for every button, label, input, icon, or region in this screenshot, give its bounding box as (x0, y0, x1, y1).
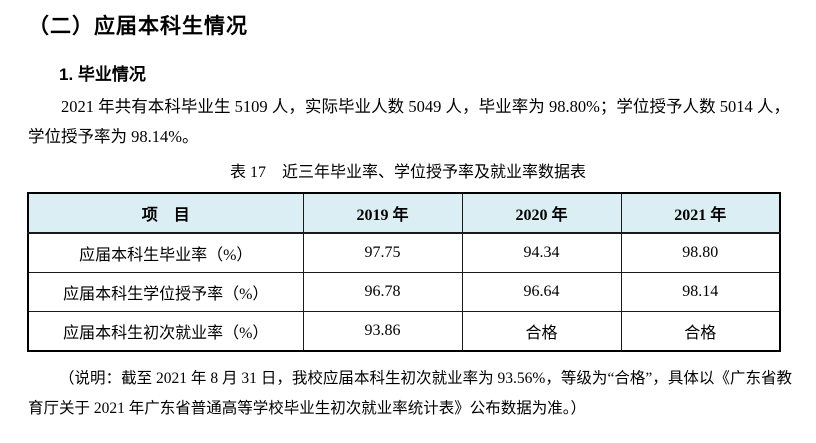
table-row-degree-rate: 应届本科生学位授予率（%） 96.78 96.64 98.14 (27, 272, 781, 312)
table-row-graduation-rate: 应届本科生毕业率（%） 97.75 94.34 98.80 (27, 232, 781, 273)
cell-value: 合格 (620, 311, 781, 352)
cell-value: 94.34 (461, 232, 622, 273)
cell-value: 98.14 (620, 272, 781, 312)
table-header-row: 项 目 2019 年 2020 年 2021 年 (27, 192, 781, 234)
header-cell-2020: 2020 年 (461, 192, 622, 234)
cell-value: 93.86 (302, 311, 463, 352)
header-cell-2021: 2021 年 (620, 192, 781, 234)
sub-section-title: 1. 毕业情况 (59, 65, 146, 84)
cell-value: 合格 (461, 311, 622, 352)
header-cell-2019: 2019 年 (302, 192, 463, 234)
body-paragraph: 2021 年共有本科毕业生 5109 人，实际毕业人数 5049 人，毕业率为 … (28, 97, 790, 146)
cell-value: 97.75 (302, 232, 463, 273)
header-cell-item: 项 目 (27, 192, 304, 234)
cell-value: 96.78 (302, 272, 463, 312)
row-label: 应届本科生毕业率（%） (27, 232, 304, 273)
table-caption: 表 17 近三年毕业率、学位授予率及就业率数据表 (229, 164, 586, 181)
cell-value: 98.80 (620, 232, 781, 273)
cell-value: 96.64 (461, 272, 622, 312)
row-label: 应届本科生初次就业率（%） (27, 311, 304, 352)
table-row-employment-rate: 应届本科生初次就业率（%） 93.86 合格 合格 (27, 311, 781, 352)
explanatory-note: （说明：截至 2021 年 8 月 31 日，我校应届本科生初次就业率为 93.… (28, 370, 792, 417)
section-title: （二）应届本科生情况 (28, 15, 248, 38)
row-label: 应届本科生学位授予率（%） (27, 272, 304, 312)
data-table: 项 目 2019 年 2020 年 2021 年 应届本科生毕业率（%） 97.… (27, 192, 781, 352)
